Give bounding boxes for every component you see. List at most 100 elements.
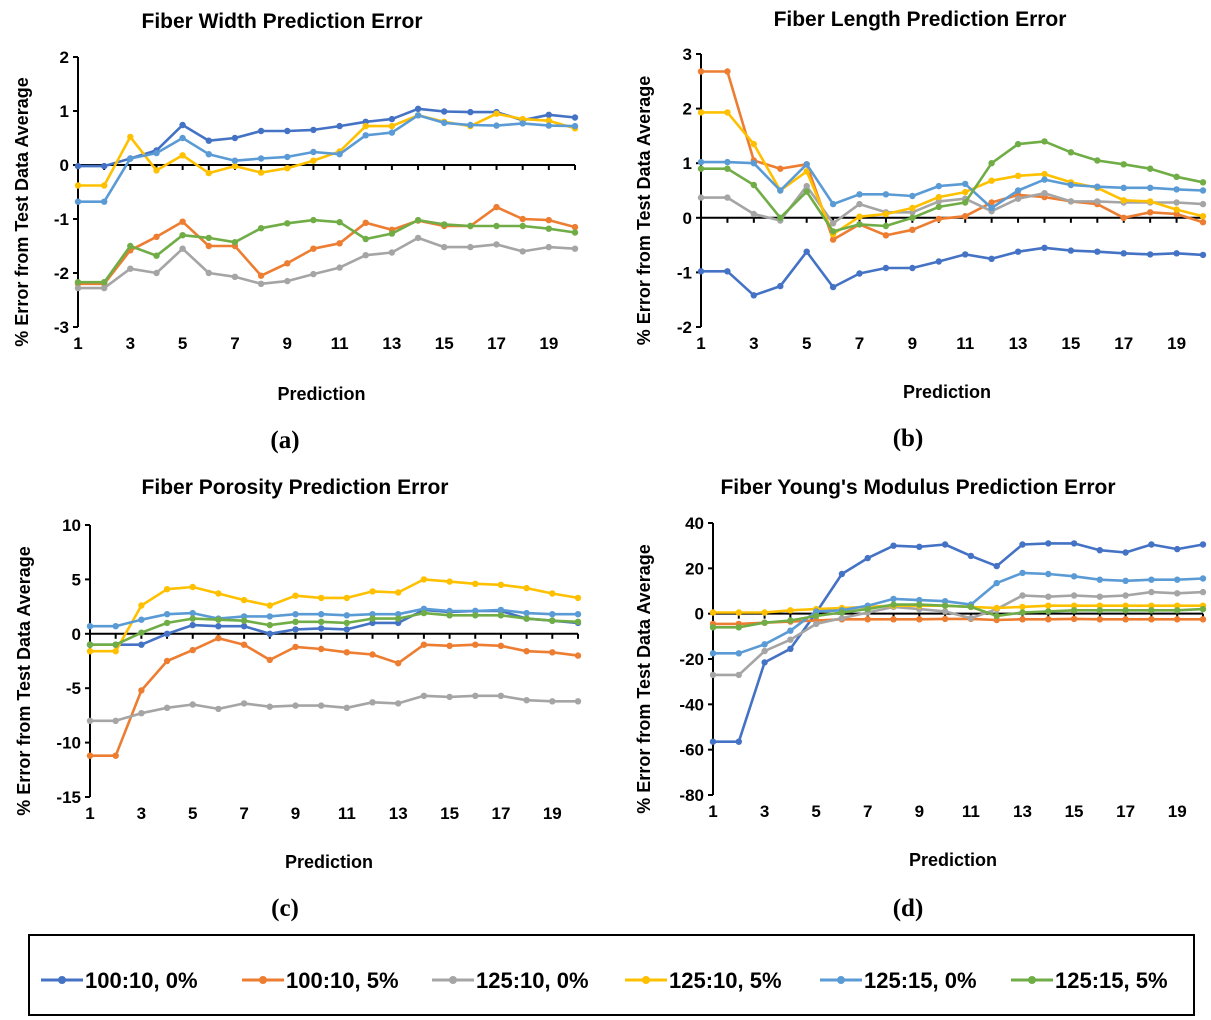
data-point <box>988 177 995 184</box>
data-point <box>336 264 343 271</box>
data-point <box>179 232 186 239</box>
data-point <box>1014 248 1022 255</box>
data-point <box>890 616 897 623</box>
data-point <box>750 181 757 189</box>
data-point <box>179 121 186 129</box>
data-point <box>1041 138 1048 145</box>
data-point <box>86 717 94 724</box>
data-point <box>697 68 705 75</box>
data-point <box>414 105 422 113</box>
y-tick-label: -5 <box>66 679 81 698</box>
series-3 <box>709 588 1207 679</box>
data-point <box>1199 187 1207 194</box>
x-tick-label: 19 <box>543 804 562 823</box>
legend-swatch-marker <box>642 976 650 984</box>
series-2 <box>86 635 582 759</box>
data-point <box>388 122 396 130</box>
data-point <box>545 243 552 251</box>
data-point <box>724 165 731 172</box>
data-point <box>101 182 108 189</box>
data-point <box>74 162 82 170</box>
data-point <box>240 617 248 624</box>
data-point <box>803 188 810 195</box>
x-tick-label: 19 <box>1167 334 1186 353</box>
data-point <box>549 649 556 656</box>
data-point <box>962 199 969 206</box>
data-point <box>838 570 846 578</box>
data-point <box>205 169 212 177</box>
data-point <box>1067 247 1075 254</box>
data-point <box>310 270 317 278</box>
legend-item: 100:10, 0% <box>41 968 198 993</box>
data-point <box>179 152 186 159</box>
data-point <box>993 579 1000 587</box>
series-line <box>90 607 578 628</box>
data-point <box>962 180 969 188</box>
y-axis-label: % Error from Test Data Average <box>14 546 34 815</box>
data-point <box>761 619 768 626</box>
data-point <box>318 702 325 709</box>
x-tick-label: 7 <box>239 804 248 823</box>
data-point <box>420 641 428 648</box>
legend-swatch-marker <box>837 976 845 984</box>
data-point <box>493 222 500 230</box>
series-line <box>78 205 576 286</box>
data-point <box>571 114 579 121</box>
data-point <box>369 611 376 618</box>
data-point <box>988 204 995 212</box>
data-point <box>153 149 160 157</box>
data-point <box>1173 186 1180 193</box>
data-point <box>362 252 369 259</box>
data-point <box>493 122 500 129</box>
data-point <box>909 226 916 233</box>
x-tick-label: 15 <box>435 334 454 353</box>
y-tick-label: -1 <box>677 263 692 282</box>
data-point <box>231 273 239 280</box>
data-point <box>724 109 731 116</box>
data-point <box>1199 541 1207 548</box>
data-point <box>189 583 196 591</box>
data-point <box>1199 219 1207 226</box>
data-point <box>205 234 212 242</box>
data-point <box>1174 602 1181 609</box>
data-point <box>292 592 299 599</box>
data-point <box>838 615 846 622</box>
data-point <box>446 642 453 649</box>
data-point <box>519 248 526 255</box>
data-point <box>697 165 705 172</box>
x-tick-label: 15 <box>1061 334 1080 353</box>
chart-panel-3: Fiber Porosity Prediction Error 10 5 0 -5 -10… <box>14 476 582 922</box>
data-point <box>1173 199 1180 206</box>
data-point <box>829 228 837 235</box>
data-point <box>284 165 291 172</box>
data-point <box>388 249 396 256</box>
data-point <box>231 134 239 142</box>
x-tick-label: 3 <box>137 804 146 823</box>
series-6 <box>74 216 579 286</box>
data-point <box>1070 592 1078 599</box>
data-point <box>336 151 343 158</box>
data-point <box>1096 576 1104 583</box>
data-point <box>127 265 134 272</box>
data-point <box>545 117 552 124</box>
data-point <box>284 127 291 135</box>
data-point <box>441 221 448 228</box>
y-tick-label: 0 <box>60 156 69 175</box>
y-tick-label: 0 <box>72 625 81 644</box>
data-point <box>523 584 530 592</box>
series-line <box>713 571 1204 655</box>
data-point <box>864 605 871 613</box>
data-point <box>1147 184 1154 191</box>
data-point <box>112 752 119 759</box>
data-point <box>74 198 82 205</box>
data-point <box>787 645 794 652</box>
x-tick-label: 9 <box>908 334 917 353</box>
data-point <box>189 609 196 617</box>
panel-label: (c) <box>271 895 299 922</box>
data-point <box>189 615 196 622</box>
data-point <box>1041 170 1048 178</box>
data-point <box>1045 616 1052 623</box>
data-point <box>1120 214 1127 221</box>
series-line <box>78 114 576 203</box>
